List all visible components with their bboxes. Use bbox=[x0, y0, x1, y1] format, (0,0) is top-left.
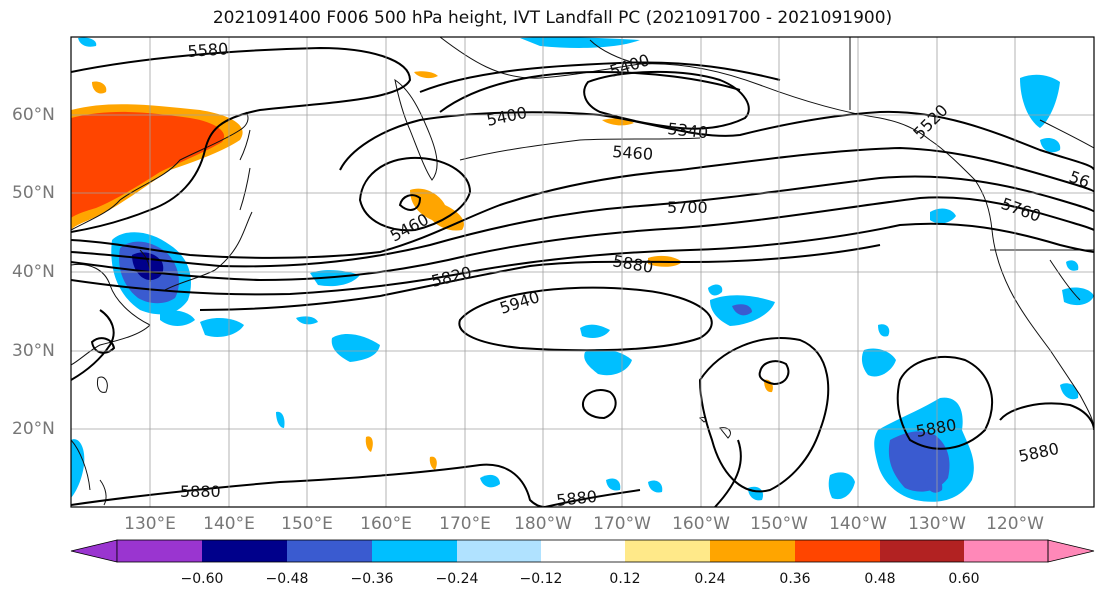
lon-label: 140°W bbox=[829, 514, 887, 534]
lat-label: 50°N bbox=[12, 183, 55, 203]
lon-label: 150°W bbox=[750, 514, 808, 534]
map-title: 2021091400 F006 500 hPa height, IVT Land… bbox=[212, 8, 893, 28]
lon-label: 130°E bbox=[124, 514, 176, 534]
lon-label: 140°E bbox=[203, 514, 255, 534]
contour-label: 5580 bbox=[187, 39, 229, 61]
lat-label: 20°N bbox=[12, 419, 55, 439]
contour-label: 5520 bbox=[909, 101, 951, 143]
contour-label: 5400 bbox=[607, 50, 652, 81]
lat-label: 40°N bbox=[12, 262, 55, 282]
contour-label: 5820 bbox=[429, 263, 473, 291]
colorbar-tick-label: −0.48 bbox=[265, 571, 309, 587]
colorbar-outline bbox=[116, 539, 1049, 563]
colorbar-swatch bbox=[287, 540, 372, 562]
colorbar-swatch bbox=[202, 540, 287, 562]
colorbar-swatch bbox=[625, 540, 710, 562]
colorbar-tick-label: −0.12 bbox=[519, 571, 563, 587]
contour-label: 5460 bbox=[612, 142, 654, 164]
colorbar-tick-label: −0.36 bbox=[350, 571, 394, 587]
colorbar-swatch bbox=[541, 540, 625, 562]
lon-label: 130°W bbox=[908, 514, 966, 534]
lon-label: 170°E bbox=[439, 514, 491, 534]
lon-label: 160°W bbox=[672, 514, 730, 534]
colorbar-tick-label: 0.48 bbox=[864, 571, 896, 587]
colorbar-tick-label: 0.60 bbox=[948, 571, 980, 587]
lon-label: 120°W bbox=[986, 514, 1044, 534]
colorbar-tick-label: −0.60 bbox=[180, 571, 224, 587]
colorbar bbox=[70, 539, 1095, 563]
colorbar-swatch bbox=[457, 540, 541, 562]
ivt-positive-shading bbox=[71, 71, 773, 470]
lon-label: 150°E bbox=[281, 514, 333, 534]
contour-label: 5880 bbox=[611, 251, 654, 277]
colorbar-swatch bbox=[795, 540, 880, 562]
contour-label: 5460 bbox=[387, 210, 432, 246]
map-plot-area: 5580 5400 5400 5340 5460 5520 5460 5700 … bbox=[71, 37, 1094, 510]
colorbar-tick-label: 0.36 bbox=[779, 571, 811, 587]
contour-label: 5880 bbox=[180, 482, 221, 501]
colorbar-tick-label: 0.12 bbox=[609, 571, 641, 587]
colorbar-swatch bbox=[117, 540, 202, 562]
contour-label: 5940 bbox=[497, 287, 542, 318]
contour-label: 5760 bbox=[999, 194, 1044, 226]
contour-labels: 5580 5400 5400 5340 5460 5520 5460 5700 … bbox=[180, 39, 1092, 510]
lon-label: 170°W bbox=[593, 514, 651, 534]
contour-label: 5400 bbox=[485, 103, 529, 130]
colorbar-tick-label: −0.24 bbox=[435, 571, 479, 587]
map-frame bbox=[70, 36, 1095, 508]
lat-label: 30°N bbox=[12, 341, 55, 361]
contour-label: 5880 bbox=[555, 487, 597, 510]
contour-label: 5340 bbox=[667, 119, 709, 142]
colorbar-swatch bbox=[710, 540, 795, 562]
colorbar-extend-high bbox=[1047, 539, 1095, 563]
colorbar-swatch bbox=[964, 540, 1048, 562]
contour-label: 5880 bbox=[1017, 439, 1061, 466]
lat-label: 60°N bbox=[12, 105, 55, 125]
lon-label: 160°E bbox=[360, 514, 412, 534]
colorbar-extend-low bbox=[70, 539, 118, 563]
colorbar-tick-label: 0.24 bbox=[694, 571, 726, 587]
height-contours bbox=[71, 46, 1094, 507]
lon-label: 180°W bbox=[514, 514, 572, 534]
colorbar-swatch bbox=[372, 540, 457, 562]
colorbar-swatch bbox=[880, 540, 964, 562]
grid-lines bbox=[71, 37, 1094, 507]
contour-label: 5700 bbox=[667, 198, 708, 217]
